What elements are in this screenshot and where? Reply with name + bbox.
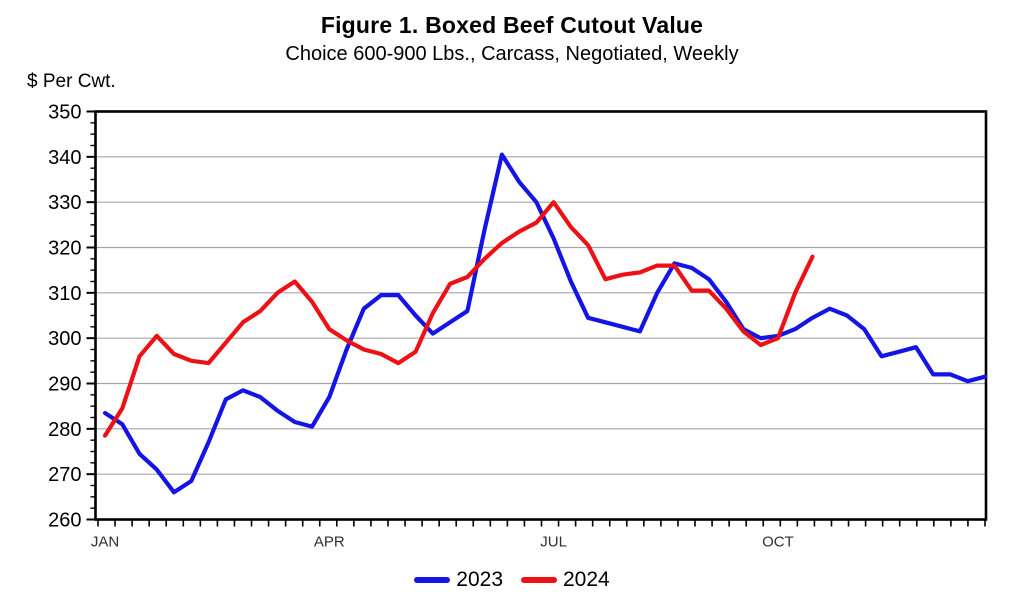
y-tick-label: 330: [48, 192, 81, 214]
legend-label-2024: 2024: [563, 568, 610, 591]
series-line-2024: [102, 200, 815, 438]
legend-line-swatch-2023: [414, 577, 451, 583]
legend: 2023 2024: [0, 562, 1024, 598]
y-tick-label: 350: [48, 102, 81, 124]
figure-title: Figure 1. Boxed Beef Cutout Value: [320, 12, 704, 38]
legend-item-2023: 2023: [414, 568, 503, 592]
series-line-2023: [102, 152, 988, 495]
x-axis-month-label: JUL: [540, 534, 567, 551]
x-axis-month-label: APR: [314, 534, 345, 551]
legend-item-2024: 2024: [521, 568, 610, 592]
chart-frame: [94, 110, 988, 521]
y-tick-label: 300: [48, 328, 81, 350]
y-tick-label: 320: [48, 238, 81, 260]
legend-line-swatch-2024: [521, 577, 557, 583]
y-tick-label: 280: [48, 419, 81, 441]
y-tick-label: 340: [48, 147, 81, 169]
y-tick-label: 260: [48, 510, 81, 532]
legend-label-2023: 2023: [456, 568, 503, 591]
x-axis-month-label: OCT: [762, 534, 794, 551]
y-axis-title: $ Per Cwt.: [27, 71, 116, 92]
y-tick-label: 290: [48, 374, 81, 396]
x-axis-month-label: JAN: [91, 534, 119, 551]
y-tick-label: 310: [48, 283, 81, 305]
figure-subtitle: Choice 600-900 Lbs., Carcass, Negotiated…: [285, 43, 739, 65]
y-tick-label: 270: [48, 464, 81, 486]
